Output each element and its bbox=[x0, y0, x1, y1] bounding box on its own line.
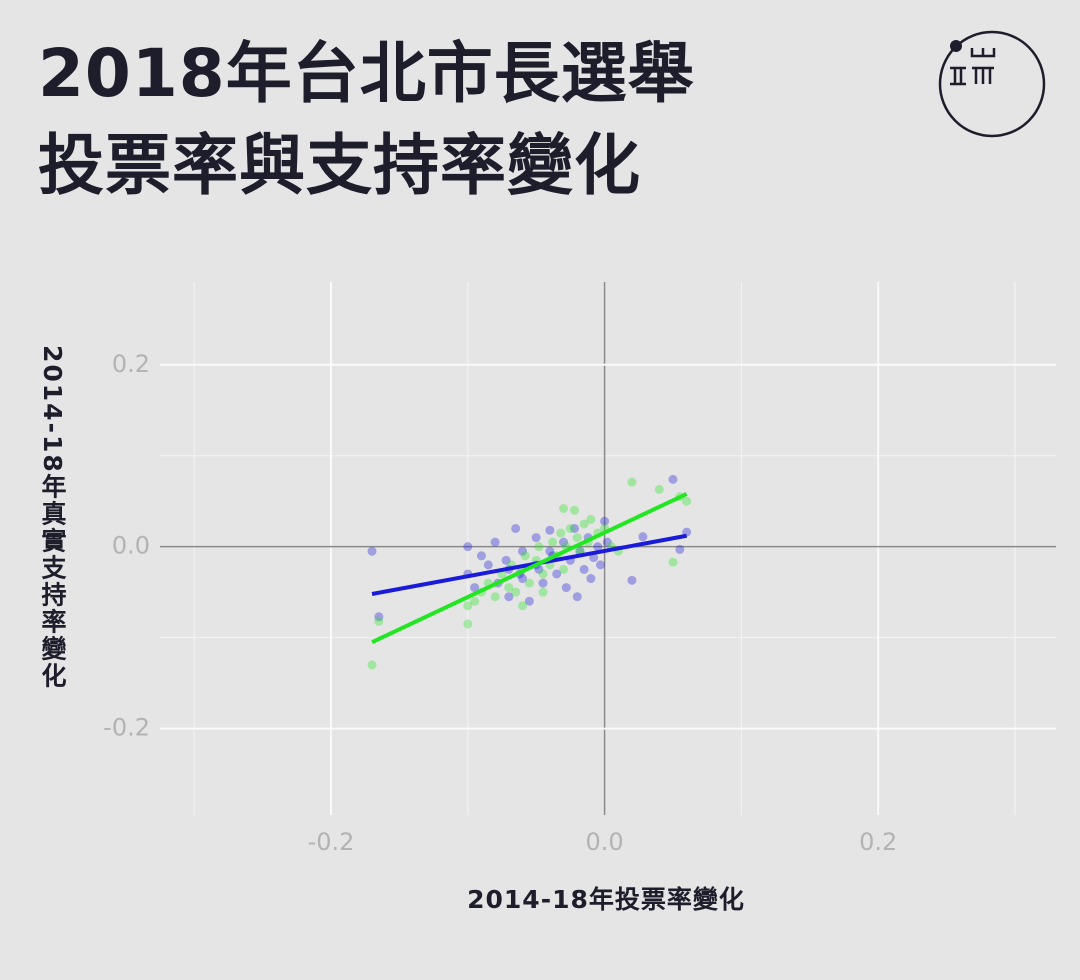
x-tick-label: -0.2 bbox=[308, 828, 355, 856]
y-tick-label: 0.2 bbox=[112, 350, 150, 378]
point bbox=[675, 544, 685, 554]
point bbox=[463, 601, 473, 611]
point bbox=[545, 546, 555, 556]
title-line: 投票率與支持率變化 bbox=[38, 127, 641, 204]
point bbox=[572, 592, 582, 602]
point bbox=[552, 569, 562, 579]
point bbox=[511, 523, 521, 533]
point bbox=[531, 533, 541, 543]
y-axis-label: 2014-18年真實支持率變化 bbox=[38, 345, 67, 690]
trend-line bbox=[371, 533, 688, 596]
point bbox=[538, 569, 548, 579]
point bbox=[638, 532, 648, 542]
point bbox=[538, 578, 548, 588]
point bbox=[374, 616, 384, 626]
x-tick-label: 0.0 bbox=[585, 828, 623, 856]
point bbox=[586, 514, 596, 524]
point bbox=[579, 564, 589, 574]
logo bbox=[938, 30, 1046, 138]
point bbox=[561, 583, 571, 593]
point bbox=[595, 560, 605, 570]
point bbox=[654, 484, 664, 494]
point bbox=[504, 592, 514, 602]
point bbox=[559, 564, 569, 574]
point bbox=[490, 592, 500, 602]
point bbox=[682, 496, 692, 506]
point bbox=[559, 503, 569, 513]
point bbox=[593, 542, 603, 552]
point bbox=[534, 564, 544, 574]
point bbox=[501, 555, 511, 565]
point bbox=[586, 574, 596, 584]
point bbox=[569, 523, 579, 533]
chart-title: 2018年台北市長選舉 投票率與支持率變化 bbox=[38, 28, 695, 212]
point bbox=[367, 660, 377, 670]
point bbox=[511, 587, 521, 597]
x-axis-label: 2014-18年投票率變化 bbox=[467, 885, 745, 914]
point bbox=[565, 523, 575, 533]
point bbox=[470, 583, 480, 593]
x-tick-label: 0.2 bbox=[859, 828, 897, 856]
point bbox=[374, 612, 384, 622]
point bbox=[534, 542, 544, 552]
point bbox=[518, 574, 528, 584]
point bbox=[668, 474, 678, 484]
point bbox=[600, 516, 610, 526]
point bbox=[559, 537, 569, 547]
point bbox=[470, 596, 480, 606]
title-line: 2018年台北市長選舉 bbox=[38, 35, 695, 112]
point bbox=[483, 560, 493, 570]
point bbox=[569, 505, 579, 515]
point bbox=[518, 601, 528, 611]
point bbox=[545, 525, 555, 535]
point bbox=[538, 587, 548, 597]
point bbox=[524, 596, 534, 606]
point bbox=[463, 542, 473, 552]
y-tick-label: -0.2 bbox=[103, 714, 150, 742]
point bbox=[668, 557, 678, 567]
point bbox=[367, 546, 377, 556]
point bbox=[504, 583, 514, 593]
point bbox=[463, 619, 473, 629]
y-tick-label: 0.0 bbox=[112, 532, 150, 560]
point bbox=[602, 537, 612, 547]
point bbox=[520, 551, 530, 561]
point bbox=[572, 533, 582, 543]
point bbox=[476, 551, 486, 561]
point bbox=[548, 537, 558, 547]
trend-line bbox=[371, 492, 688, 644]
point bbox=[627, 477, 637, 487]
point bbox=[579, 519, 589, 529]
point bbox=[627, 575, 637, 585]
point bbox=[490, 537, 500, 547]
point bbox=[524, 578, 534, 588]
point bbox=[518, 546, 528, 556]
point bbox=[556, 528, 566, 538]
